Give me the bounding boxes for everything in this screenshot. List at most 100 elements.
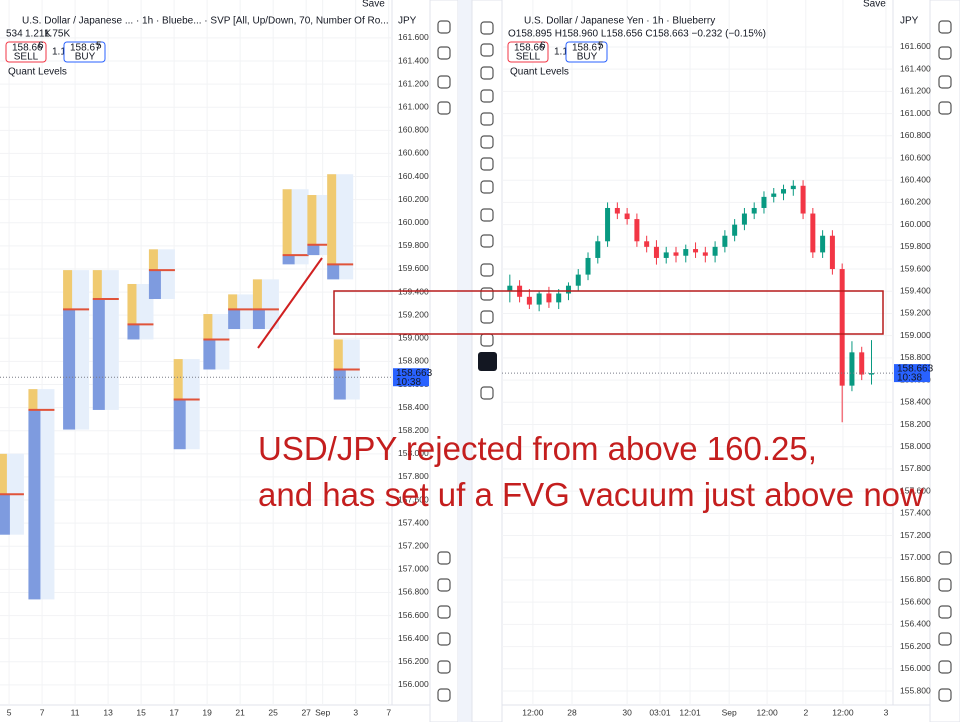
candle-body <box>605 207 611 242</box>
buy-pip: 5 <box>96 41 102 52</box>
profile-lower <box>282 255 295 265</box>
candle-body <box>507 285 513 292</box>
profile-upper <box>307 195 317 245</box>
profile-lower <box>327 264 340 280</box>
toolbar-icon <box>480 287 494 301</box>
buy-pip: 5 <box>598 41 604 52</box>
countdown: 10:38 <box>897 373 922 384</box>
y-tick-label: 156.600 <box>398 610 429 620</box>
annotation-line: USD/JPY rejected from above 160.25, <box>258 430 817 467</box>
sell-price: 158.66 <box>12 43 43 54</box>
profile-lower <box>228 309 241 330</box>
candle-body <box>810 213 816 253</box>
y-tick-label: 160.200 <box>398 194 429 204</box>
toolbar-icon <box>437 46 451 60</box>
candle-body <box>722 235 728 247</box>
left-side-toolbar <box>429 0 459 722</box>
candle-body <box>575 274 581 286</box>
x-tick-label: 12:00 <box>832 707 854 717</box>
x-tick-label: 03:01 <box>649 707 671 717</box>
y-tick-label: 158.200 <box>900 419 931 429</box>
buy-price: 158.67 <box>70 43 101 54</box>
right-side-toolbar <box>929 0 960 722</box>
y-tick-label: 158.400 <box>900 397 931 407</box>
x-tick-label: 15 <box>136 707 146 717</box>
sell-button[interactable] <box>507 41 549 63</box>
x-tick-label: Sep <box>722 707 737 717</box>
buy-button[interactable] <box>63 41 106 63</box>
toolbar-icon <box>938 101 952 115</box>
y-tick-label: 157.800 <box>398 471 429 481</box>
x-tick-label: 25 <box>268 707 278 717</box>
candle-body <box>859 352 865 375</box>
sell-pip: 6 <box>540 41 546 52</box>
y-tick-label: 157.200 <box>398 541 429 551</box>
y-tick-label: 156.000 <box>398 679 429 689</box>
x-tick-label: 12:00 <box>522 707 544 717</box>
sell-button[interactable] <box>5 41 47 63</box>
buy-label: BUY <box>75 52 96 63</box>
y-tick-label: 159.600 <box>900 263 931 273</box>
toolbar-icon <box>437 660 451 674</box>
save-label: Save <box>362 0 385 10</box>
y-tick-label: 161.200 <box>398 78 429 88</box>
candle-body <box>741 213 747 225</box>
toolbar-icon <box>437 75 451 89</box>
fvg-box <box>333 290 884 335</box>
y-tick-label: 158.800 <box>398 356 429 366</box>
toolbar-icon <box>437 551 451 565</box>
toolbar-icon <box>938 46 952 60</box>
x-tick-label: 30 <box>622 707 632 717</box>
toolbar-icon <box>938 75 952 89</box>
y-tick-label: 161.000 <box>398 101 429 111</box>
candle-body <box>790 185 796 190</box>
y-tick-label: 156.600 <box>900 596 931 606</box>
annotation-arrow <box>257 257 323 349</box>
x-tick-label: 27 <box>301 707 311 717</box>
profile-lower <box>203 339 216 370</box>
y-tick-label: 159.400 <box>900 286 931 296</box>
link-tool[interactable] <box>478 352 497 371</box>
volume-stat: 1.21K <box>25 29 51 40</box>
x-tick-label: 13 <box>103 707 113 717</box>
y-tick-label: 157.000 <box>900 552 931 562</box>
toolbar-icon <box>437 605 451 619</box>
y-tick-label: 160.200 <box>900 197 931 207</box>
x-tick-label: 28 <box>567 707 577 717</box>
candle-body <box>751 207 757 214</box>
currency-label: JPY <box>398 16 417 27</box>
candle-body <box>595 241 601 258</box>
profile-lower <box>127 324 140 340</box>
buy-price: 158.67 <box>572 43 603 54</box>
last-price-box <box>894 364 930 383</box>
toolbar-icon <box>938 578 952 592</box>
y-tick-label: 160.800 <box>398 125 429 135</box>
y-tick-label: 161.600 <box>900 41 931 51</box>
candle-body <box>800 185 806 214</box>
divider <box>458 0 472 722</box>
y-tick-label: 159.000 <box>900 330 931 340</box>
candle-body <box>546 293 552 303</box>
profile-lower <box>0 494 10 535</box>
profile-upper <box>203 314 213 340</box>
toolbar-icon <box>437 632 451 646</box>
x-tick-label: Sep <box>315 707 330 717</box>
profile-upper <box>92 270 102 300</box>
x-tick-label: 11 <box>71 707 80 717</box>
toolbar-icon <box>480 208 494 222</box>
buy-button[interactable] <box>565 41 608 63</box>
toolbar-icon <box>480 234 494 248</box>
sell-price: 158.66 <box>514 43 545 54</box>
candle-body <box>614 207 620 214</box>
x-tick-label: 3 <box>884 707 889 717</box>
candle-body <box>732 224 738 236</box>
profile-lower <box>307 244 320 256</box>
candle-body <box>839 269 845 386</box>
toolbar-icon <box>480 89 494 103</box>
indicator-label: Quant Levels <box>510 67 569 78</box>
y-tick-label: 157.800 <box>900 463 931 473</box>
save-label: Save <box>863 0 886 10</box>
candle-body <box>781 189 787 194</box>
toolbar-icon <box>938 632 952 646</box>
